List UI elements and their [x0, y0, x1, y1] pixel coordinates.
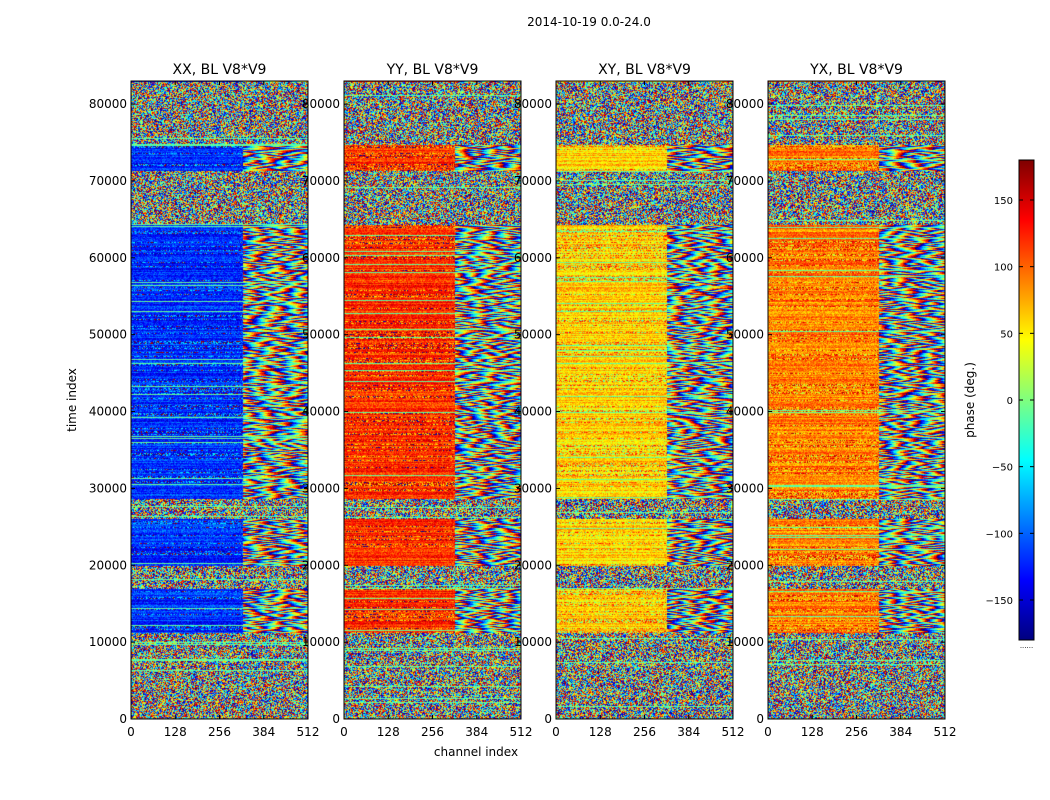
y-tick-label: 80000 — [514, 97, 552, 111]
x-tick-label: 384 — [889, 725, 912, 739]
y-tick-label: 30000 — [726, 481, 764, 495]
y-tick-label: 60000 — [302, 251, 340, 265]
x-tick-label: 256 — [633, 725, 656, 739]
x-tick-label: 256 — [208, 725, 231, 739]
heatmap-panel-3: XY, BL V8*V9 0 128 256 384 512 0 10000 20000 3000… — [514, 62, 745, 739]
y-tick-label: 60000 — [514, 251, 552, 265]
heatmap-image — [556, 81, 733, 719]
heatmap-panel-4: YX, BL V8*V9 0 128 256 384 512 0 10000 20000 3000… — [726, 62, 957, 739]
y-tick-label: 10000 — [726, 635, 764, 649]
heatmap-image — [131, 81, 308, 719]
x-tick-label: 384 — [465, 725, 488, 739]
y-tick-label: 50000 — [89, 328, 127, 342]
y-tick-label: 80000 — [726, 97, 764, 111]
x-tick-label: 0 — [552, 725, 560, 739]
y-tick-label: 10000 — [514, 635, 552, 649]
heatmap-image — [768, 81, 945, 719]
y-tick-label: 60000 — [726, 251, 764, 265]
x-tick-label: 384 — [677, 725, 700, 739]
y-tick-label: 50000 — [302, 328, 340, 342]
colorbar-bottom-text: ...... — [1020, 642, 1033, 650]
colorbar-tick-label: −100 — [986, 529, 1013, 540]
y-tick-label: 20000 — [302, 558, 340, 572]
x-tick-label: 0 — [127, 725, 135, 739]
heatmap-image — [344, 81, 521, 719]
x-tick-label: 512 — [297, 725, 320, 739]
y-tick-label: 60000 — [89, 251, 127, 265]
y-tick-label: 40000 — [302, 405, 340, 419]
x-tick-label: 128 — [164, 725, 187, 739]
x-tick-label: 0 — [340, 725, 348, 739]
panel-title: XX, BL V8*V9 — [173, 62, 267, 78]
y-tick-label: 70000 — [514, 174, 552, 188]
heatmap-panel-2: YY, BL V8*V9 0 128 256 384 512 0 10000 20000 3000… — [302, 62, 533, 759]
colorbar-tick-label: 50 — [1000, 329, 1013, 340]
y-tick-label: 0 — [544, 712, 552, 726]
y-tick-label: 40000 — [89, 405, 127, 419]
y-tick-label: 70000 — [89, 174, 127, 188]
panel-title: YX, BL V8*V9 — [809, 62, 903, 78]
y-tick-label: 10000 — [89, 635, 127, 649]
colorbar-label: phase (deg.) — [963, 362, 977, 438]
colorbar-tick-label: 100 — [994, 263, 1013, 274]
y-tick-label: 0 — [756, 712, 764, 726]
x-tick-label: 128 — [589, 725, 612, 739]
colorbar-tick-label: 0 — [1007, 396, 1013, 407]
colorbar-tick-label: −50 — [992, 463, 1013, 474]
heatmap-panel-1: XX, BL V8*V9 0 128 256 384 512 0 10000 20000 3000… — [65, 62, 319, 739]
y-tick-label: 30000 — [514, 481, 552, 495]
figure-title: 2014-10-19 0.0-24.0 — [527, 15, 651, 29]
panel-title: XY, BL V8*V9 — [598, 62, 691, 78]
y-tick-label: 50000 — [726, 328, 764, 342]
panels: XX, BL V8*V9 0 128 256 384 512 0 10000 20000 3000… — [65, 62, 956, 759]
y-tick-label: 20000 — [726, 558, 764, 572]
x-tick-label: 512 — [934, 725, 957, 739]
y-tick-label: 80000 — [302, 97, 340, 111]
x-tick-label: 256 — [845, 725, 868, 739]
y-tick-label: 20000 — [514, 558, 552, 572]
x-tick-label: 256 — [421, 725, 444, 739]
y-tick-label: 70000 — [302, 174, 340, 188]
y-tick-label: 80000 — [89, 97, 127, 111]
panel-title: YY, BL V8*V9 — [386, 62, 479, 78]
y-axis-label: time index — [65, 368, 79, 432]
y-tick-label: 40000 — [514, 405, 552, 419]
y-tick-label: 40000 — [726, 405, 764, 419]
x-tick-label: 128 — [377, 725, 400, 739]
x-tick-label: 128 — [801, 725, 824, 739]
y-tick-label: 30000 — [89, 481, 127, 495]
y-tick-label: 20000 — [89, 558, 127, 572]
x-axis-label: channel index — [434, 745, 518, 759]
x-tick-label: 384 — [252, 725, 275, 739]
colorbar: 150 100 50 0 −50 −100 −150 phase (deg.)...... — [963, 159, 1035, 650]
y-tick-label: 50000 — [514, 328, 552, 342]
colorbar-tick-label: −150 — [986, 596, 1013, 607]
y-tick-label: 70000 — [726, 174, 764, 188]
x-tick-label: 512 — [510, 725, 533, 739]
y-tick-label: 0 — [119, 712, 127, 726]
y-tick-label: 30000 — [302, 481, 340, 495]
x-tick-label: 0 — [764, 725, 772, 739]
y-tick-label: 10000 — [302, 635, 340, 649]
x-tick-label: 512 — [722, 725, 745, 739]
y-tick-label: 0 — [332, 712, 340, 726]
colorbar-tick-label: 150 — [994, 196, 1013, 207]
